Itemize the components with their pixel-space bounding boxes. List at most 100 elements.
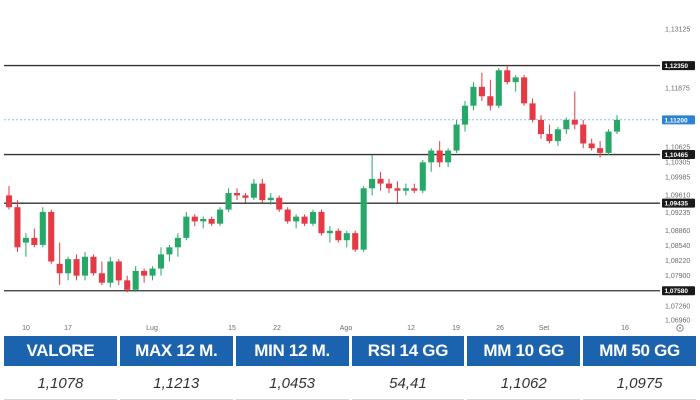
candle-body xyxy=(563,119,570,130)
candle-body xyxy=(343,233,350,241)
x-tick-label: Ago xyxy=(340,325,353,332)
candle xyxy=(588,138,595,151)
x-tick-label: 15 xyxy=(228,325,236,332)
level-tag-label: 1,12350 xyxy=(665,63,689,70)
candle-body xyxy=(141,270,148,276)
y-tick-label: 1,08860 xyxy=(665,228,690,235)
candle-body xyxy=(276,197,283,210)
level-tag: 1,07580 xyxy=(662,286,695,296)
stat-value: 1,1213 xyxy=(119,368,233,400)
candle-body xyxy=(48,211,55,262)
candle-body xyxy=(166,247,173,255)
candle xyxy=(301,214,308,227)
candle-body xyxy=(90,256,97,274)
candle xyxy=(335,228,342,243)
candle xyxy=(259,178,266,203)
candle xyxy=(14,200,21,253)
candle-body xyxy=(267,197,274,201)
candle-body xyxy=(335,230,342,241)
candle xyxy=(504,65,511,85)
level-tag-label: 1,07580 xyxy=(665,288,689,295)
candle xyxy=(537,115,545,139)
x-tick-label: Lug xyxy=(146,325,158,332)
candle-body xyxy=(5,195,13,208)
x-tick-label: 10 xyxy=(22,325,30,332)
candle-body xyxy=(259,183,266,201)
stat-header: VALORE xyxy=(4,336,117,366)
candle-body xyxy=(605,131,612,153)
stat-header: MIN 12 M. xyxy=(235,336,349,366)
level-tag-label: 1,09435 xyxy=(665,201,689,208)
candle xyxy=(563,117,570,135)
candle xyxy=(90,254,97,276)
level-tag: 1,12350 xyxy=(662,61,695,71)
candle-body xyxy=(571,119,578,125)
candle-body xyxy=(521,77,528,104)
candle-body xyxy=(487,96,494,106)
candle xyxy=(132,266,139,293)
candle-body xyxy=(242,195,249,198)
candle-body xyxy=(326,230,333,234)
candle xyxy=(141,268,148,283)
candle-body xyxy=(208,218,215,224)
candle xyxy=(470,82,477,111)
stat-valore: VALORE 1,1078 xyxy=(4,336,117,400)
price-chart: 1,13125 1,11875 1,10625 1,10305 1,09985 1,096… xyxy=(4,26,695,332)
settings-gear-icon[interactable] xyxy=(676,324,684,332)
stat-header: MAX 12 M. xyxy=(119,336,233,366)
candle-body xyxy=(495,70,502,106)
candle xyxy=(267,193,274,205)
candle-body xyxy=(22,237,29,243)
stats-table: VALORE 1,1078 MAX 12 M. 1,1213 MIN 12 M.… xyxy=(0,336,700,400)
stat-value: 1,1078 xyxy=(4,368,117,400)
x-tick-label: 19 xyxy=(452,325,460,332)
candle xyxy=(242,193,249,203)
candle-body xyxy=(554,129,561,142)
candle-body xyxy=(419,162,426,191)
candle-body xyxy=(580,124,587,144)
stat-value: 54,41 xyxy=(351,368,465,400)
candle xyxy=(183,211,190,241)
candle xyxy=(487,79,494,111)
candle-body xyxy=(233,193,241,196)
y-tick-label: 1,09985 xyxy=(665,175,690,182)
candle xyxy=(377,171,384,191)
y-tick-label: 1,09235 xyxy=(665,210,690,217)
candle xyxy=(191,214,198,227)
y-tick-label: 1,11875 xyxy=(665,86,690,93)
candle-body xyxy=(183,216,190,238)
y-axis-ticks: 1,13125 1,11875 1,10625 1,10305 1,09985 1,096… xyxy=(665,27,690,325)
candle xyxy=(580,119,587,149)
candle-body xyxy=(124,280,131,290)
candle xyxy=(428,148,435,172)
candle xyxy=(115,259,122,286)
candle-body xyxy=(56,263,63,274)
candle xyxy=(546,124,553,144)
stat-header: MM 10 GG xyxy=(467,336,581,366)
candle xyxy=(293,214,300,229)
candle-body xyxy=(73,259,80,276)
x-tick-label: 16 xyxy=(621,325,629,332)
level-tag: 1,09435 xyxy=(662,198,695,208)
candle xyxy=(157,247,165,276)
stat-mm-50gg: MM 50 GG 1,0975 xyxy=(583,336,696,400)
candle xyxy=(402,183,409,196)
candle-body xyxy=(225,193,232,210)
candle-body xyxy=(512,77,519,83)
candle xyxy=(436,141,443,168)
candle-body xyxy=(98,273,105,283)
candle-body xyxy=(132,270,139,290)
y-tick-label: 1,13125 xyxy=(665,27,690,34)
candle xyxy=(461,100,469,132)
y-tick-label: 1,08220 xyxy=(665,258,690,265)
candle-body xyxy=(411,188,418,191)
candle xyxy=(22,233,29,257)
candle-body xyxy=(107,261,114,283)
candle-body xyxy=(149,268,156,276)
candle xyxy=(217,207,224,227)
candle xyxy=(419,159,426,194)
candle-body xyxy=(284,209,291,222)
candle xyxy=(149,266,156,281)
stat-header: RSI 14 GG xyxy=(351,336,465,366)
candle xyxy=(453,119,460,153)
